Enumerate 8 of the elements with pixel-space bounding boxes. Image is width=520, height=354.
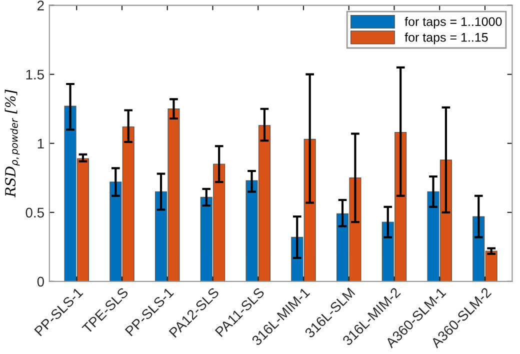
y-tick-label: 1.5 xyxy=(26,70,44,80)
y-tick-label: 2 xyxy=(38,0,44,10)
legend-label: for taps = 1..15 xyxy=(404,32,488,44)
y-tick-label: 0.5 xyxy=(26,208,44,218)
y-tick-label: 0 xyxy=(37,276,44,287)
y-axis-title: RSD$_{ρ,powder}$ [%] xyxy=(4,90,20,198)
legend-label: for taps = 1..1000 xyxy=(404,16,502,29)
y-tick-label: 1 xyxy=(38,138,44,148)
